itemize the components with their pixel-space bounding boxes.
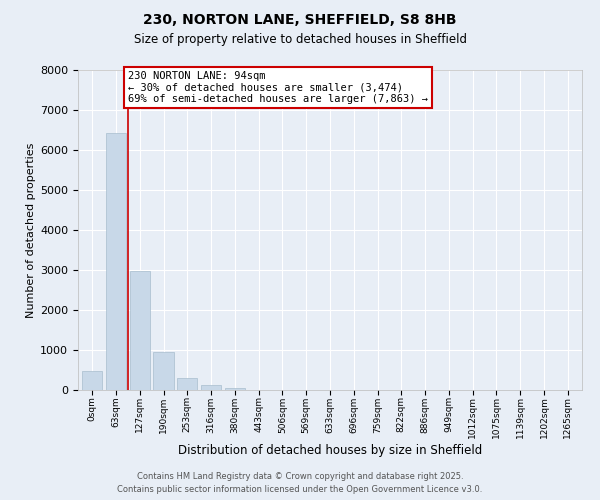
Bar	[130, 271, 150, 390]
Text: Contains public sector information licensed under the Open Government Licence v3: Contains public sector information licen…	[118, 484, 482, 494]
Bar	[225, 388, 245, 390]
Text: Contains HM Land Registry data © Crown copyright and database right 2025.: Contains HM Land Registry data © Crown c…	[137, 472, 463, 481]
Text: 230 NORTON LANE: 94sqm
← 30% of detached houses are smaller (3,474)
69% of semi-: 230 NORTON LANE: 94sqm ← 30% of detached…	[128, 71, 428, 104]
Bar	[154, 352, 173, 390]
X-axis label: Distribution of detached houses by size in Sheffield: Distribution of detached houses by size …	[178, 444, 482, 457]
Bar	[106, 133, 126, 390]
Y-axis label: Number of detached properties: Number of detached properties	[26, 142, 36, 318]
Bar	[201, 385, 221, 390]
Text: 230, NORTON LANE, SHEFFIELD, S8 8HB: 230, NORTON LANE, SHEFFIELD, S8 8HB	[143, 12, 457, 26]
Text: Size of property relative to detached houses in Sheffield: Size of property relative to detached ho…	[133, 32, 467, 46]
Bar	[82, 371, 103, 390]
Bar	[177, 378, 197, 390]
